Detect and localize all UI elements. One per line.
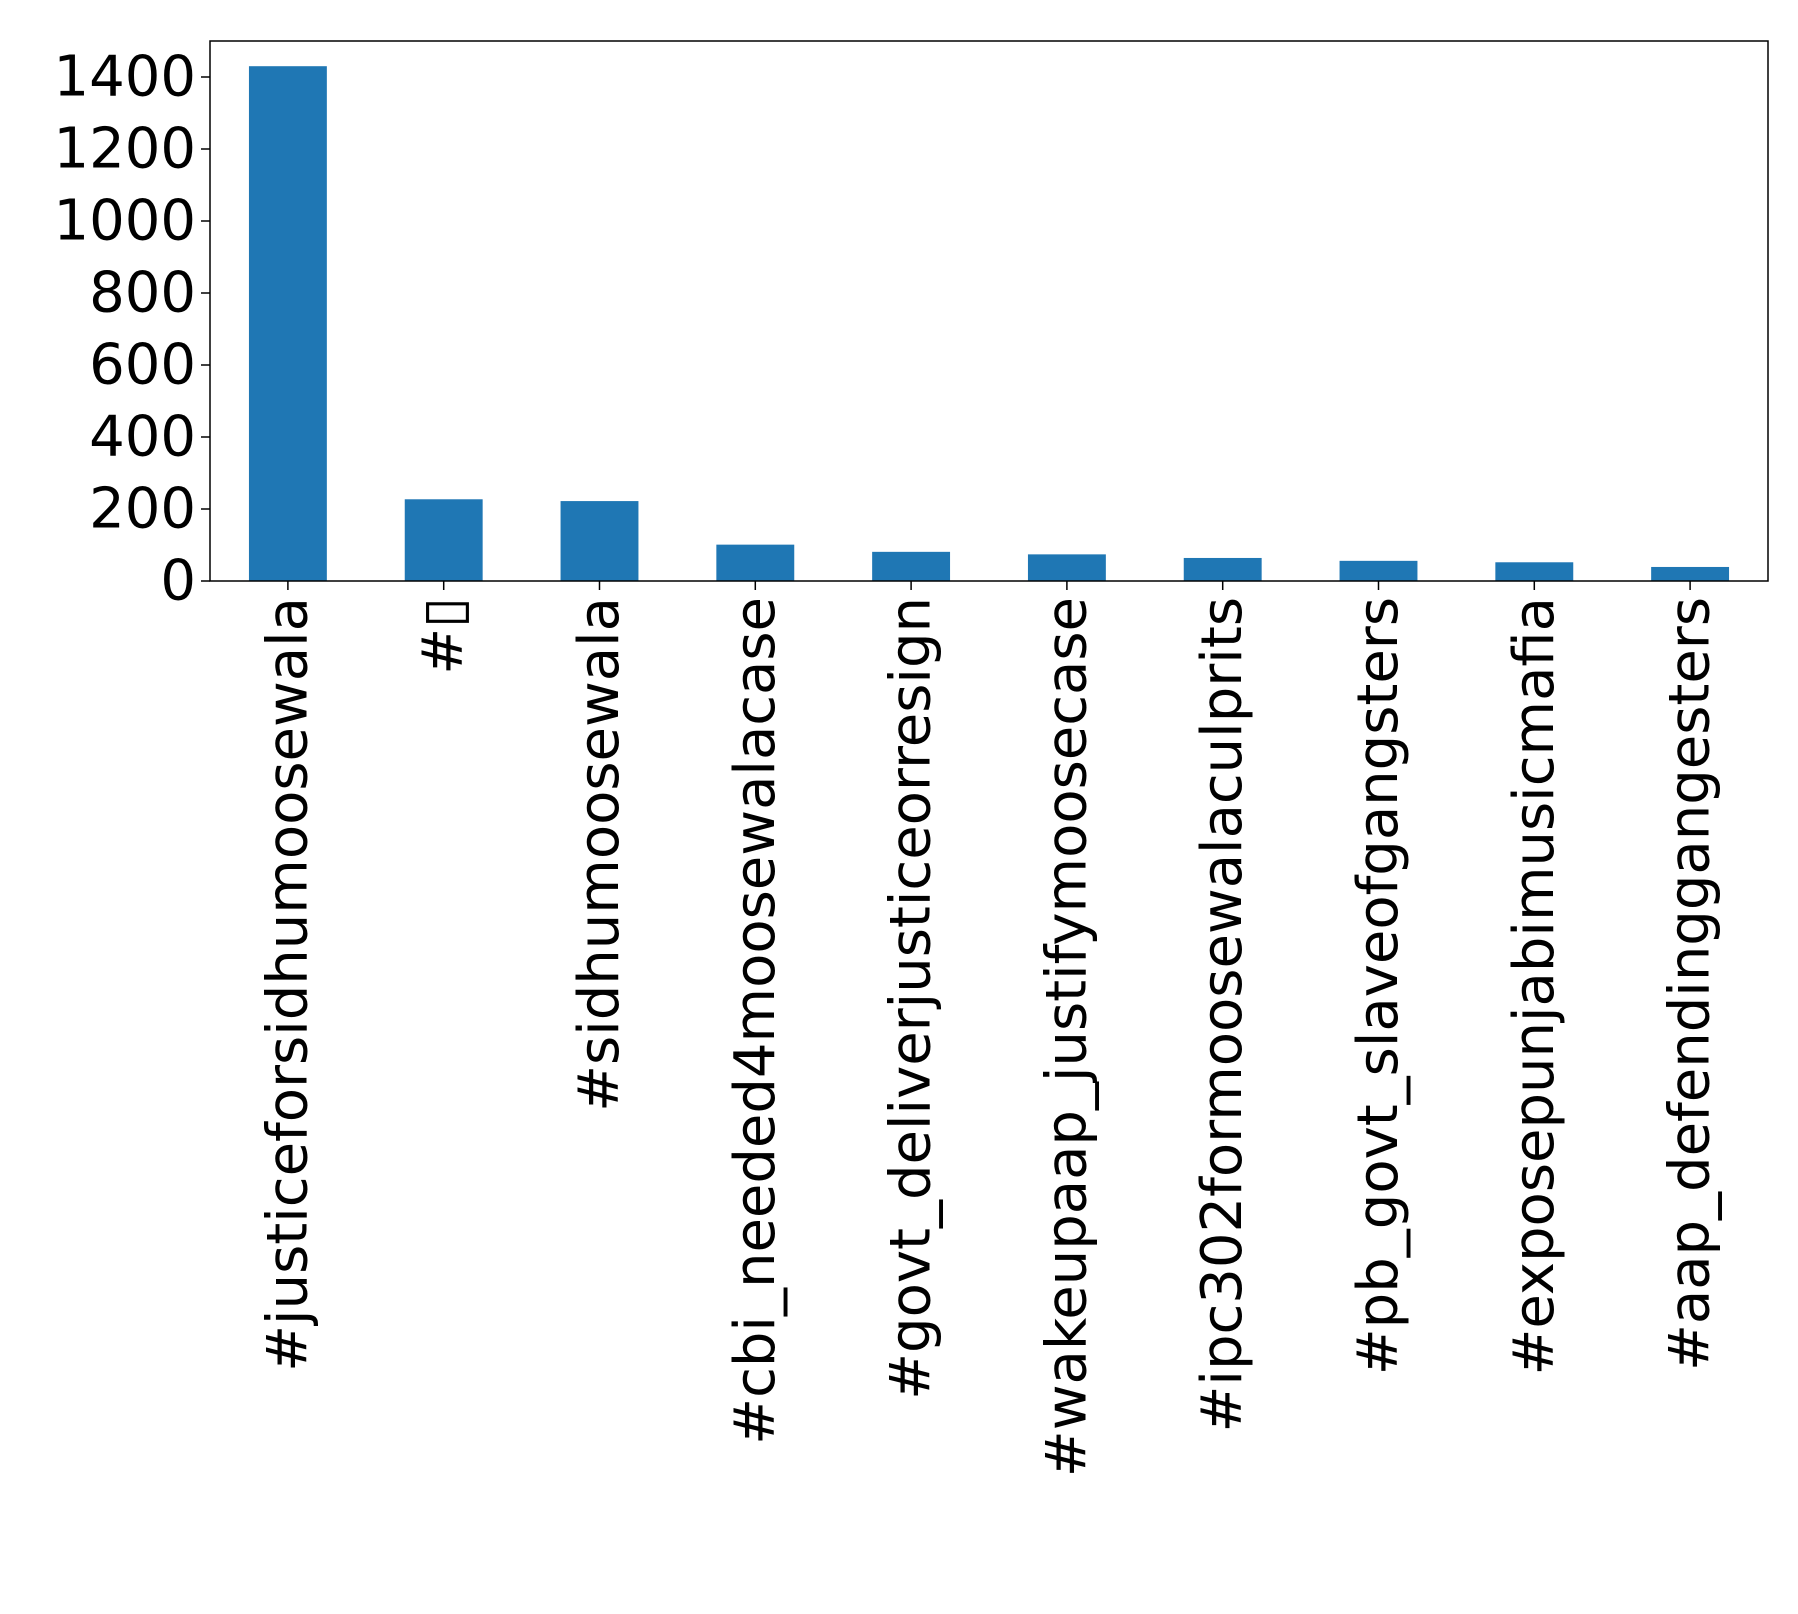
x-tick-label: #wakeupaap_justifymoosecase [1034, 597, 1099, 1477]
y-tick-label: 600 [89, 333, 196, 398]
x-tick-label: #cbi_needed4moosewalacase [723, 597, 788, 1445]
x-tick-label: #▯ [411, 597, 476, 675]
bar-4 [872, 551, 951, 581]
bar-6 [1183, 557, 1262, 581]
x-tick-label: #sidhumoosewala [567, 597, 632, 1112]
plot-frame [209, 40, 1769, 582]
y-tick-label: 1400 [53, 45, 196, 110]
y-axis: 0 200 400 600 800 1000 1200 1400 [53, 45, 210, 614]
x-tick-label: #exposepunjabimusicmafia [1502, 597, 1567, 1376]
bar-9 [1651, 566, 1730, 581]
y-tick-label: 1000 [53, 189, 196, 254]
y-tick-label: 200 [89, 477, 196, 542]
x-tick-label: #ipc302formoosewalaculprits [1190, 597, 1255, 1433]
x-tick-label: #aap_defendinggangesters [1658, 597, 1723, 1371]
x-tick-label: #pb_govt_slaveofgangsters [1346, 597, 1411, 1375]
bars-layer [248, 66, 1730, 581]
y-tick-label: 1200 [53, 117, 196, 182]
x-tick-label: #govt_deliverjusticeorresign [879, 597, 944, 1400]
bar-5 [1027, 554, 1106, 581]
x-axis: #justiceforsidhumoosewala #▯ #sidhumoosewa… [255, 581, 1723, 1477]
x-tick-label: #justiceforsidhumoosewala [255, 597, 320, 1372]
bar-1 [404, 499, 483, 581]
bar-3 [716, 544, 795, 581]
bar-7 [1339, 560, 1418, 581]
bar-8 [1495, 562, 1574, 581]
y-tick-label: 400 [89, 405, 196, 470]
bar-2 [560, 501, 639, 581]
y-tick-label: 0 [160, 549, 196, 614]
bar-0 [248, 66, 327, 581]
y-tick-label: 800 [89, 261, 196, 326]
